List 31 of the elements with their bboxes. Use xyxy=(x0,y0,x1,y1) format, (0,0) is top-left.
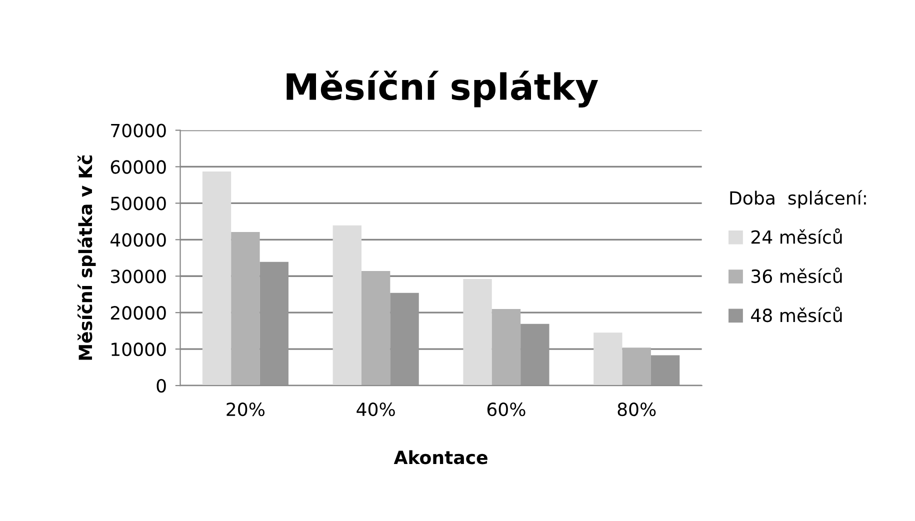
bar xyxy=(622,348,651,386)
y-tick-label: 10000 xyxy=(112,342,166,356)
y-axis-title: Měsíční splátka v Kč xyxy=(78,155,96,360)
x-tick-label: 40% xyxy=(356,402,395,416)
bar xyxy=(332,225,362,386)
chart-title: Měsíční splátky xyxy=(286,70,598,108)
y-tick-label: 50000 xyxy=(111,196,166,210)
bar xyxy=(594,332,622,386)
x-tick-label: 80% xyxy=(618,402,656,416)
y-tick-label: 0 xyxy=(156,379,166,393)
y-tick-label: 70000 xyxy=(111,124,166,138)
legend-label: 36 měsíců xyxy=(752,268,842,284)
bar xyxy=(361,271,390,386)
y-tick-label: 30000 xyxy=(111,270,166,284)
bar xyxy=(390,292,419,386)
x-tick-label: 60% xyxy=(487,402,526,416)
y-tick-label: 20000 xyxy=(110,306,166,320)
bar xyxy=(650,355,680,386)
legend-label: 24 měsíců xyxy=(751,228,842,244)
x-tick-label: 20% xyxy=(226,402,265,416)
bar xyxy=(260,262,288,386)
y-tick-label: 60000 xyxy=(110,160,166,174)
bar xyxy=(492,308,521,386)
legend-title: Doba splácení: xyxy=(730,190,866,208)
y-tick-label: 40000 xyxy=(110,233,166,247)
bar xyxy=(520,324,550,386)
bar xyxy=(231,232,260,386)
bar xyxy=(463,279,492,386)
x-axis-title: Akontace xyxy=(394,450,488,464)
bar xyxy=(202,171,232,386)
legend-label: 48 měsíců xyxy=(751,306,842,322)
